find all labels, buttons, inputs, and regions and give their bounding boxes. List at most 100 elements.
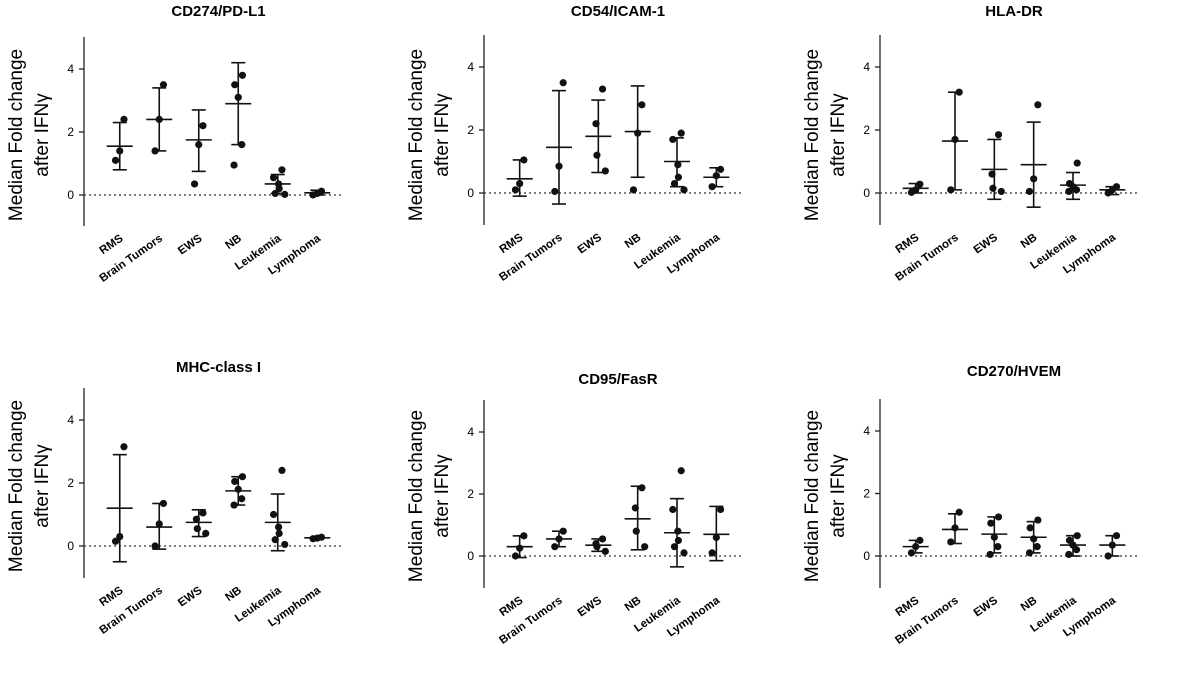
data-point <box>670 543 679 551</box>
y-axis-label: Median Fold change after IFNγ <box>802 410 849 582</box>
data-point <box>551 187 559 196</box>
y-tick-label: 2 <box>467 123 474 137</box>
y-tick-label: 4 <box>67 413 74 427</box>
category-nb: NB <box>623 484 651 614</box>
data-point <box>947 186 955 194</box>
category-leukemia: Leukemia <box>632 467 690 635</box>
data-point <box>593 151 601 159</box>
y-tick-label: 2 <box>67 476 74 490</box>
category-nb: NB <box>223 473 252 604</box>
data-point <box>155 115 163 123</box>
data-point <box>555 162 563 170</box>
y-tick-label: 4 <box>863 60 870 74</box>
data-point <box>674 173 683 181</box>
category-ews: EWS <box>972 513 1008 619</box>
category-nb: NB <box>223 61 252 252</box>
y-axis-label-line2: after IFNγ <box>32 444 53 528</box>
y-axis-label-line1: Median Fold change <box>6 400 27 572</box>
data-point <box>638 101 646 109</box>
y-tick-label: 4 <box>467 425 474 439</box>
y-axis-label-line2: after IFNγ <box>828 93 849 177</box>
data-point <box>708 183 716 191</box>
y-axis-label: Median Fold change after IFNγ <box>6 49 53 221</box>
category-ews: EWS <box>176 109 212 257</box>
data-point <box>601 547 609 555</box>
data-point <box>120 115 128 123</box>
data-point <box>680 549 688 557</box>
category-label: EWS <box>576 594 605 619</box>
data-point <box>598 85 607 93</box>
y-axis-label-line2: after IFNγ <box>828 454 849 538</box>
panel-hla-dr: HLA-DR Median Fold change after IFNγ 0 2 4 RMS… <box>802 3 1138 284</box>
data-point <box>1073 532 1081 540</box>
data-point <box>916 180 924 188</box>
data-point <box>238 71 247 79</box>
data-point <box>1065 550 1073 559</box>
data-point <box>1072 546 1081 554</box>
category-label: RMS <box>498 231 526 256</box>
category-label: EWS <box>972 594 1001 619</box>
data-point <box>151 542 159 550</box>
data-point <box>1104 189 1112 197</box>
category-ews: EWS <box>576 535 612 619</box>
data-point <box>716 505 725 514</box>
category-ews: EWS <box>176 508 212 609</box>
data-point <box>907 549 916 557</box>
panel-cd274-pd-l1: CD274/PD-L1 Median Fold change after IFNγ 0… <box>6 3 343 285</box>
data-point <box>559 527 567 535</box>
panel-mhc-class-i: MHC-class I Median Fold change after IFNγ 0… <box>6 359 343 637</box>
data-point <box>281 540 289 549</box>
category-label: EWS <box>176 232 205 257</box>
y-axis-label: Median Fold change after IFNγ <box>406 49 453 221</box>
data-point <box>997 187 1005 196</box>
data-point <box>231 81 239 89</box>
data-point <box>278 466 286 474</box>
y-tick-label: 0 <box>863 549 870 563</box>
y-axis-label: Median Fold change after IFNγ <box>802 49 849 221</box>
data-point <box>1025 187 1034 196</box>
data-point <box>234 93 242 101</box>
data-point <box>1033 543 1041 551</box>
y-tick-label: 0 <box>467 549 474 563</box>
data-point <box>120 443 128 451</box>
y-tick-label: 2 <box>863 123 870 137</box>
data-point <box>674 527 682 535</box>
category-rms: RMS <box>894 180 929 256</box>
y-axis-label-line1: Median Fold change <box>6 49 27 221</box>
category-label: NB <box>223 585 244 604</box>
data-point <box>520 156 528 164</box>
category-lymphoma: Lymphoma <box>665 505 730 639</box>
data-point <box>195 141 203 149</box>
data-point <box>1073 159 1081 167</box>
y-axis-label: Median Fold change after IFNγ <box>406 410 453 582</box>
y-tick-label: 2 <box>467 487 474 501</box>
panel-cd270-hvem: CD270/HVEM Median Fold change after IFNγ 0 2… <box>802 363 1138 647</box>
category-label: NB <box>623 232 644 251</box>
data-point <box>199 509 207 517</box>
data-point <box>955 88 963 96</box>
panel-title: CD274/PD-L1 <box>171 3 265 20</box>
data-point <box>278 166 286 174</box>
data-point <box>1030 175 1038 183</box>
data-point <box>677 129 685 137</box>
data-point <box>641 543 649 551</box>
category-rms: RMS <box>498 532 533 619</box>
category-nb: NB <box>623 85 651 251</box>
data-point <box>638 484 646 492</box>
category-brain-tumors: Brain Tumors <box>98 499 173 637</box>
data-point <box>516 544 524 552</box>
y-axis-label-line1: Median Fold change <box>802 410 823 582</box>
category-brain-tumors: Brain Tumors <box>893 88 968 284</box>
data-point <box>275 185 283 193</box>
category-label: RMS <box>98 584 126 609</box>
data-point <box>708 549 716 557</box>
y-tick-label: 4 <box>863 424 870 438</box>
data-point <box>555 535 563 543</box>
data-point <box>669 135 677 144</box>
data-point <box>230 501 238 509</box>
data-point <box>234 485 242 493</box>
category-ews: EWS <box>972 131 1008 256</box>
category-rms: RMS <box>98 115 133 257</box>
category-label: NB <box>1019 232 1040 251</box>
category-rms: RMS <box>498 156 533 256</box>
